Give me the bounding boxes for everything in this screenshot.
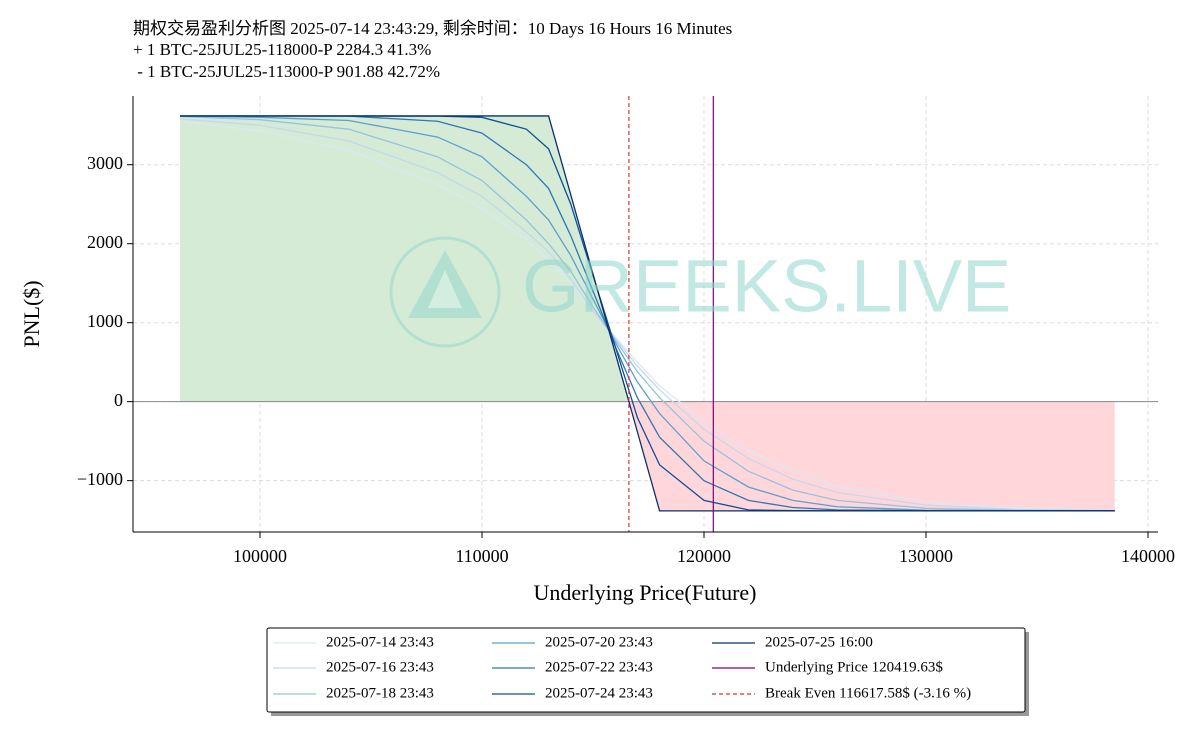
x-tick-label: 110000 [455,546,508,566]
legend-label: 2025-07-20 23:43 [545,634,653,650]
x-axis-label: Underlying Price(Future) [534,580,757,605]
chart-subtitle: - 1 BTC-25JUL25-113000-P 901.88 42.72% [133,62,440,81]
legend-entries: 2025-07-14 23:43 2025-07-16 23:43 2025-07-… [273,634,971,701]
watermark: GREEKS.LIVE [522,245,1011,328]
y-tick-label: 0 [114,390,123,410]
series-line [180,118,1115,512]
y-tick-label: −1000 [77,469,123,489]
series-line [180,115,1115,512]
legend-label: Underlying Price 120419.63$ [765,659,943,675]
x-tick-label: 130000 [899,546,953,566]
chart-title: 期权交易盈利分析图 2025-07-14 23:43:29, 剩余时间：10 D… [133,19,732,38]
y-tick-label: 2000 [87,232,123,252]
plot-area: 100000 110000 120000 130000 140000 −1000 0 1000… [77,96,1175,566]
legend-label: 2025-07-16 23:43 [326,659,434,675]
legend-label: 2025-07-25 16:00 [765,634,873,650]
legend [266,627,1026,713]
series-line [180,115,1115,512]
legend-label: 2025-07-22 23:43 [545,659,653,675]
series-line [179,120,1115,511]
legend-label: 2025-07-14 23:43 [326,634,434,650]
x-tick-label: 140000 [1121,546,1175,566]
y-tick-label: 3000 [87,153,123,173]
series-line [180,115,1115,512]
x-tick-label: 120000 [677,546,731,566]
legend-label: 2025-07-18 23:43 [326,685,434,701]
chart-subtitle: + 1 BTC-25JUL25-118000-P 2284.3 41.3% [133,40,431,59]
watermark-logo [389,236,501,348]
y-axis-label: PNL($) [19,280,44,347]
y-tick-label: 1000 [87,311,123,331]
legend-label: 2025-07-24 23:43 [545,685,653,701]
x-tick-label: 100000 [233,546,287,566]
legend-label: Break Even 116617.58$ (-3.16 %) [765,685,971,701]
loss-area [180,401,1115,511]
